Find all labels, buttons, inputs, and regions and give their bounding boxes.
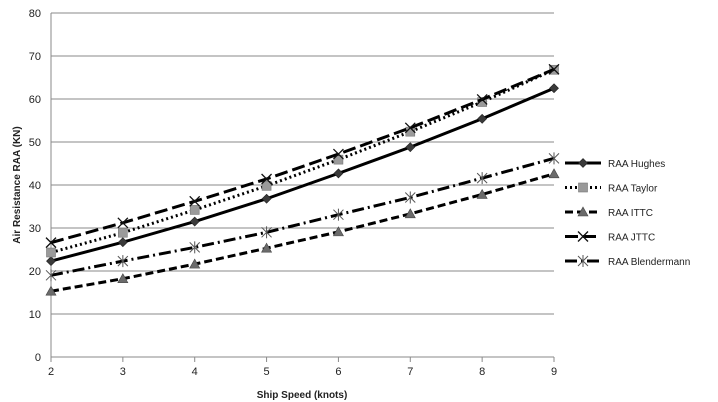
marker-stroke: [45, 237, 57, 249]
data-point: [333, 168, 344, 179]
data-point: [404, 208, 416, 219]
marker-stroke: [117, 217, 129, 229]
data-point: [548, 168, 560, 179]
axes: 0 10 20 30 40 50 60 70 80 2 3 4 5 6 7 8 9: [29, 8, 557, 378]
data-point: [189, 216, 200, 227]
series-line: [50, 156, 555, 277]
x-tick-label: 6: [335, 366, 341, 378]
data-point: [46, 247, 56, 258]
y-tick-label: 20: [29, 266, 41, 278]
data-point: [117, 255, 129, 268]
legend-marker: [578, 182, 588, 193]
data-point: [476, 172, 488, 185]
data-point: [405, 142, 416, 153]
data-point: [404, 122, 416, 134]
data-point: [332, 148, 344, 160]
legend-label: RAA ITTC: [608, 208, 653, 219]
marker-stroke: [404, 122, 416, 134]
y-tick-label: 50: [29, 137, 41, 149]
legend-label: RAA Taylor: [608, 184, 658, 195]
legend-item: RAA Taylor: [565, 182, 658, 195]
data-point: [45, 285, 57, 296]
data-point: [549, 83, 559, 94]
data-point: [117, 237, 128, 248]
data-point: [261, 181, 272, 191]
data-point: [333, 208, 344, 221]
y-tick-label: 10: [29, 309, 41, 321]
y-tick-label: 60: [29, 94, 41, 106]
legend-label: RAA JTTC: [608, 233, 655, 244]
y-tick-label: 30: [29, 223, 41, 235]
data-point: [477, 97, 487, 107]
series-group: [45, 63, 560, 296]
data-point: [548, 63, 560, 75]
y-tick-label: 80: [29, 8, 41, 20]
legend-label: RAA Hughes: [608, 159, 665, 170]
data-point: [189, 205, 200, 215]
data-point: [404, 191, 416, 204]
legend-marker: [577, 231, 589, 242]
x-tick-label: 3: [120, 366, 126, 378]
series-line: [50, 172, 555, 293]
legend-item: RAA JTTC: [565, 231, 655, 244]
x-tick-label: 7: [407, 366, 413, 378]
data-point: [189, 195, 201, 207]
series-raa-hughes: [46, 83, 559, 267]
legend-marker: [578, 158, 588, 168]
x-tick-label: 4: [192, 366, 198, 378]
data-point: [189, 241, 201, 254]
marker-stroke: [476, 93, 488, 105]
data-point: [261, 242, 273, 253]
marker-stroke: [332, 148, 344, 160]
series-raa-ittc: [45, 168, 560, 296]
legend-item: RAA Hughes: [565, 158, 665, 170]
data-point: [477, 113, 488, 124]
series-line: [50, 86, 555, 263]
series-line: [50, 68, 555, 254]
data-point: [45, 269, 57, 282]
marker-stroke: [577, 231, 589, 242]
marker-stroke: [189, 195, 201, 207]
y-tick-label: 70: [29, 51, 41, 63]
legend-label: RAA Blendermann: [608, 257, 690, 268]
y-tick-label: 0: [35, 352, 41, 364]
legend-marker: [577, 255, 589, 267]
data-point: [548, 152, 560, 165]
y-tick-label: 40: [29, 180, 41, 192]
legend: RAA Hughes RAA Taylor RAA ITTC RAA JTTC RAA …: [565, 158, 690, 268]
series-raa-jttc: [45, 63, 560, 249]
legend-item: RAA Blendermann: [565, 255, 690, 268]
x-tick-label: 8: [479, 366, 485, 378]
x-tick-label: 5: [264, 366, 270, 378]
data-point: [117, 273, 129, 284]
series-line: [50, 67, 555, 245]
x-tick-label: 9: [551, 366, 557, 378]
marker-stroke: [261, 173, 273, 185]
y-axis-title: Air Resistance RAA (KN): [12, 126, 23, 243]
data-point: [261, 193, 272, 204]
data-point: [46, 256, 56, 267]
data-point: [261, 226, 272, 239]
legend-item: RAA ITTC: [565, 206, 653, 219]
data-point: [476, 93, 488, 105]
data-point: [117, 217, 129, 229]
x-tick-label: 2: [48, 366, 54, 378]
legend-marker: [577, 206, 589, 217]
data-point: [189, 258, 201, 269]
data-point: [476, 188, 488, 199]
marker-stroke: [548, 63, 560, 75]
x-axis-title: Ship Speed (knots): [257, 390, 348, 401]
data-point: [118, 227, 128, 238]
data-point: [332, 226, 344, 237]
series-raa-blendermann: [45, 152, 560, 282]
data-point: [261, 173, 273, 185]
data-point: [45, 237, 57, 249]
